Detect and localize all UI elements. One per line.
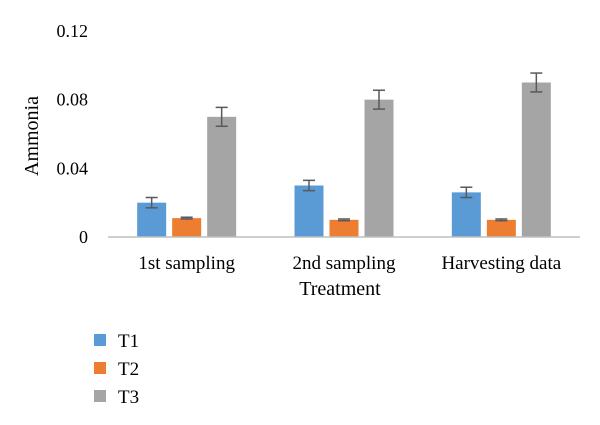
category-label: 1st sampling [138,253,235,274]
error-bar [338,218,350,222]
bar-t1 [451,192,481,237]
category-label: Harvesting data [441,253,561,274]
bar-t3 [364,99,394,238]
legend-swatch [94,334,106,346]
y-tick-label: 0.12 [57,21,89,41]
y-axis-ticks: 0 0.04 0.08 0.12 [57,21,89,247]
y-axis-title: Ammonia [21,96,43,176]
legend: T1 T2 T3 [94,331,139,408]
bar-t2 [486,219,516,237]
legend-label: T3 [118,387,139,408]
bar-t3 [207,116,237,237]
error-bar [530,72,543,93]
y-tick-label: 0.08 [57,90,89,110]
legend-label: T2 [118,359,139,380]
legend-item: T3 [94,387,139,408]
error-bar [180,216,193,220]
bar-t2 [329,219,359,237]
legend-item: T1 [94,331,139,352]
bar-t2 [172,218,202,237]
error-bars [145,72,543,222]
error-bar [373,89,385,110]
legend-item: T2 [94,359,139,380]
legend-swatch [94,390,106,402]
bars [137,82,551,238]
legend-swatch [94,362,106,374]
error-bar [495,218,508,222]
error-bar [303,179,315,192]
y-tick-label: 0.04 [57,158,89,178]
bar-t3 [521,82,551,237]
error-bar [460,186,473,199]
error-bar [215,106,228,128]
x-axis-title: Treatment [299,278,381,300]
y-tick-label: 0 [79,227,88,247]
error-bar [145,196,158,209]
legend-label: T1 [118,331,139,352]
category-label: 2nd sampling [293,253,396,274]
category-labels: 1st sampling 2nd sampling Harvesting data [138,253,561,274]
bar-t1 [294,185,324,237]
